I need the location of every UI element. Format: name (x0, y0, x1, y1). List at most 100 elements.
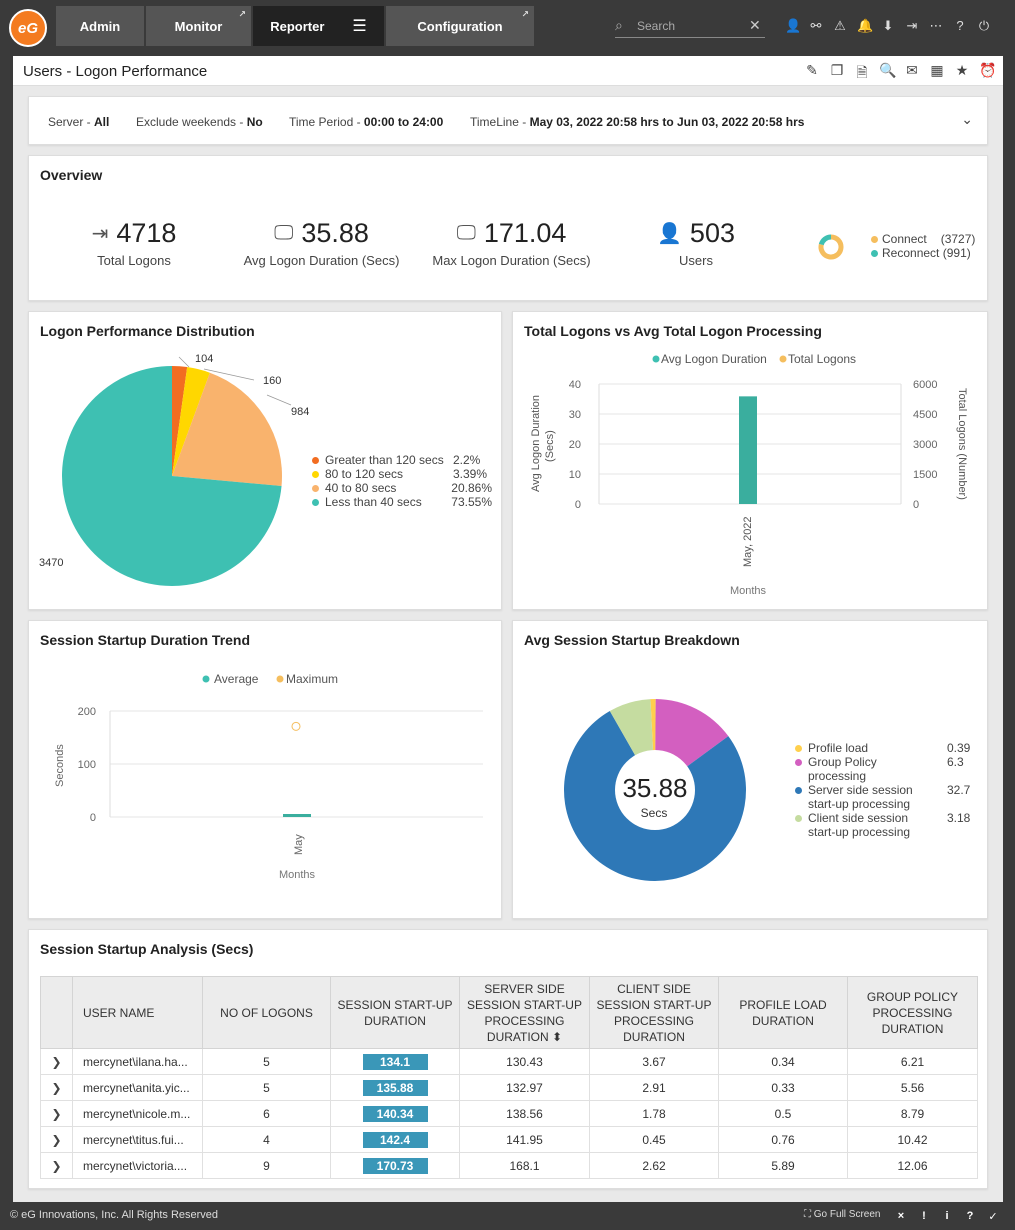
link-icon[interactable]: ⚯ (810, 18, 822, 33)
expand-row-icon[interactable]: ❯ (40, 1126, 73, 1153)
expand-row-icon[interactable]: ❯ (40, 1100, 73, 1127)
more-icon[interactable]: ⋯ (929, 18, 943, 33)
duration-pill[interactable]: 140.34 (362, 1105, 428, 1122)
alert-icon[interactable]: ⚠ (834, 18, 846, 33)
legend-total-logons[interactable]: Total Logons (788, 352, 856, 366)
cell-user-name: mercynet\ilana.ha... (72, 1048, 203, 1075)
legend-dot (312, 485, 319, 492)
schedule-clock-icon[interactable]: ⏰ (979, 62, 997, 78)
total-logons-title: Total Logons vs Avg Total Logon Processi… (524, 323, 822, 339)
bell-icon[interactable]: 🔔 (857, 18, 874, 33)
legend-maximum[interactable]: Maximum (286, 672, 338, 686)
expand-column-header (40, 976, 73, 1049)
search-input[interactable]: Search (637, 18, 676, 33)
legend-profile-load[interactable]: Profile load 0.39 (795, 741, 975, 755)
copy-report-icon[interactable]: ❐ (830, 62, 844, 78)
table-row[interactable]: ❯ mercynet\titus.fui... 4 142.4 141.95 0… (40, 1126, 978, 1153)
bar-average (283, 814, 311, 817)
search-box[interactable]: ⌕ Search ✕ (615, 14, 765, 38)
legend-40-80[interactable]: 40 to 80 secs 20.86% (312, 481, 492, 495)
y-tick: 0 (90, 812, 96, 824)
user-icon[interactable]: 👤 (785, 18, 802, 33)
table-row[interactable]: ❯ mercynet\ilana.ha... 5 134.1 130.43 3.… (40, 1048, 978, 1075)
critical-alarm-icon[interactable]: × (897, 1210, 905, 1222)
legend-reconnect[interactable]: Reconnect (991) (871, 246, 975, 260)
y-tick-left: 20 (569, 439, 581, 451)
legend-client-side[interactable]: Client side session start-up processing 3.… (795, 811, 975, 839)
cell-server-side: 141.95 (459, 1126, 590, 1153)
preview-icon[interactable]: 🔍 (879, 62, 897, 78)
legend-server-side[interactable]: Server side session start-up processing 32… (795, 783, 975, 811)
table-row[interactable]: ❯ mercynet\nicole.m... 6 140.34 138.56 1… (40, 1100, 978, 1127)
tab-monitor[interactable]: Monitor ↗ (146, 6, 253, 46)
duration-pill[interactable]: 134.1 (362, 1053, 428, 1070)
tab-configuration[interactable]: Configuration ↗ (386, 6, 536, 46)
legend-dot-average (202, 675, 210, 683)
excel-icon[interactable]: ▦ (930, 62, 944, 78)
expand-row-icon[interactable]: ❯ (40, 1048, 73, 1075)
unknown-alarm-icon[interactable]: ? (966, 1210, 974, 1222)
duration-pill[interactable]: 142.4 (362, 1131, 428, 1148)
distribution-title: Logon Performance Distribution (40, 323, 255, 339)
legend-avg-duration[interactable]: Avg Logon Duration (661, 352, 767, 366)
kpi-max-logon-duration: 🖵 171.04 Max Logon Duration (Secs) (432, 218, 591, 268)
point-maximum (291, 721, 301, 731)
col-session-startup-duration[interactable]: SESSION START-UP DURATION (330, 976, 460, 1049)
minor-alarm-icon[interactable]: i (945, 1210, 949, 1222)
y-tick-right: 0 (913, 499, 919, 511)
col-server-side-duration[interactable]: SERVER SIDE SESSION START-UP PROCESSING DUR… (459, 976, 590, 1049)
email-icon[interactable]: ✉ (906, 62, 918, 78)
chevron-down-icon[interactable]: ⌄ (961, 111, 973, 127)
legend-lt40[interactable]: Less than 40 secs 73.55% (312, 495, 492, 509)
y-tick-left: 30 (569, 409, 581, 421)
legend-dot-total (779, 355, 787, 363)
y-tick-right: 4500 (913, 409, 937, 421)
top-navigation: eG Admin Monitor ↗ Reporter ☰ Configuratio… (0, 0, 1015, 56)
help-icon[interactable]: ? (956, 18, 964, 33)
connect-donut-slice-1 (818, 234, 832, 246)
donut-hole (615, 750, 695, 830)
legend-dot-avg (652, 355, 660, 363)
legend-connect[interactable]: Connect (3727) (871, 232, 975, 246)
cell-group-policy: 6.21 (847, 1048, 978, 1075)
cell-server-side: 138.56 (459, 1100, 590, 1127)
hamburger-menu-icon[interactable]: ☰ (352, 18, 367, 35)
cell-group-policy: 10.42 (847, 1126, 978, 1153)
major-alarm-icon[interactable]: ! (922, 1210, 926, 1222)
legend-group-policy[interactable]: Group Policy processing 6.3 (795, 755, 975, 783)
download-icon[interactable]: ⬇ (882, 18, 894, 33)
col-profile-load-duration[interactable]: PROFILE LOAD DURATION (718, 976, 848, 1049)
col-user-name[interactable]: USER NAME (72, 976, 203, 1049)
y-axis-left-label-1: Avg Logon Duration (530, 395, 542, 492)
expand-row-icon[interactable]: ❯ (40, 1074, 73, 1101)
table-row[interactable]: ❯ mercynet\anita.yic... 5 135.88 132.97 … (40, 1074, 978, 1101)
table-row[interactable]: ❯ mercynet\victoria.... 9 170.73 168.1 2… (40, 1152, 978, 1179)
tab-reporter[interactable]: Reporter ☰ (253, 6, 386, 46)
clear-search-icon[interactable]: ✕ (749, 17, 761, 33)
duration-pill[interactable]: 170.73 (362, 1157, 428, 1174)
duration-pill[interactable]: 135.88 (362, 1079, 428, 1096)
col-client-side-duration[interactable]: CLIENT SIDE SESSION START-UP PROCESSING DUR… (589, 976, 719, 1049)
edit-report-icon[interactable]: ✎ (806, 62, 818, 78)
tab-admin[interactable]: Admin (56, 6, 146, 46)
y-tick-left: 10 (569, 469, 581, 481)
legend-gt120[interactable]: Greater than 120 secs 2.2% (312, 453, 492, 467)
go-full-screen-button[interactable]: ⛶ Go Full Screen (804, 1209, 881, 1220)
login-icon[interactable]: ⇥ (906, 18, 918, 33)
legend-average[interactable]: Average (214, 672, 259, 686)
favorite-star-icon[interactable]: ★ (955, 62, 969, 78)
y-axis-label: Seconds (54, 744, 66, 787)
breakdown-legend: Profile load 0.39 Group Policy processing 6… (795, 741, 975, 839)
legend-80-120[interactable]: 80 to 120 secs 3.39% (312, 467, 492, 481)
sort-icon[interactable]: ⬍ (548, 1029, 563, 1044)
cell-startup-duration: 140.34 (330, 1100, 460, 1127)
cell-client-side: 0.45 (589, 1126, 719, 1153)
normal-status-icon[interactable]: ✓ (988, 1210, 998, 1223)
pdf-icon[interactable]: 🗎 (856, 64, 868, 80)
col-no-of-logons[interactable]: NO OF LOGONS (202, 976, 331, 1049)
power-icon[interactable]: ⏻ (978, 18, 990, 33)
eg-logo[interactable]: eG (9, 9, 47, 47)
distribution-slice-3 (61, 366, 282, 586)
col-group-policy-duration[interactable]: GROUP POLICY PROCESSING DURATION (847, 976, 978, 1049)
expand-row-icon[interactable]: ❯ (40, 1152, 73, 1179)
